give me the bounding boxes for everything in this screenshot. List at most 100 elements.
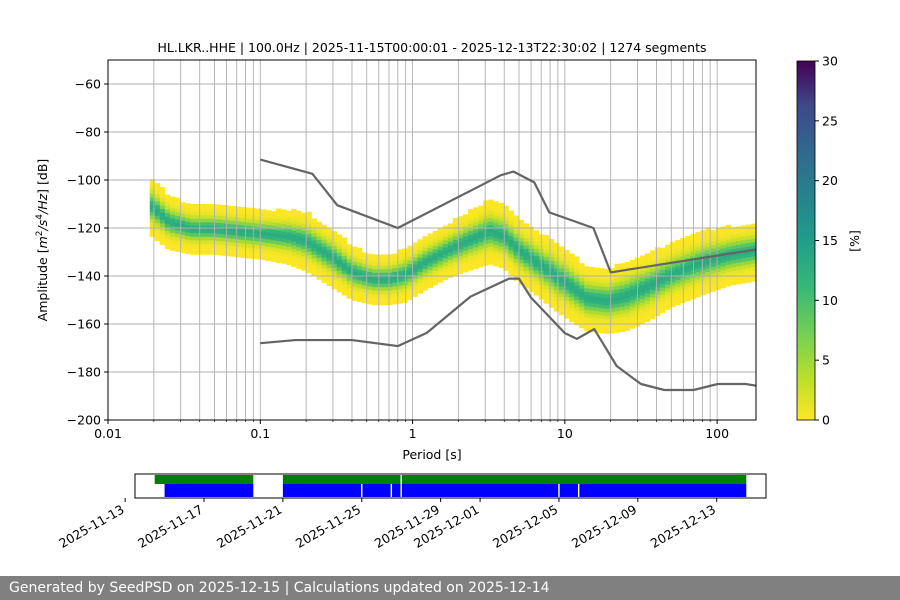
psd-cell [260,245,267,250]
psd-cell [473,254,479,259]
psd-cell [624,265,631,270]
psd-cell [533,273,540,278]
psd-cell [382,254,388,259]
psd-cell [553,286,560,291]
psd-cell [422,282,429,287]
timeline-used-band [154,475,254,484]
psd-cell [660,269,666,274]
psd-cell [296,232,302,237]
psd-cell [629,259,636,264]
psd-cell [594,289,600,294]
psd-cell [159,226,166,231]
colorbar-tick-label: 20 [822,173,838,188]
psd-cell [513,240,519,245]
psd-cell [594,271,600,276]
psd-cell [705,246,711,251]
psd-cell [159,215,166,220]
psd-cell [417,264,423,269]
psd-cell [599,275,605,280]
psd-cell [553,271,560,276]
psd-cell [604,268,610,273]
psd-cell [599,271,605,276]
psd-cell [271,247,277,252]
psd-cell [690,291,696,296]
psd-cell [149,186,156,191]
psd-cell [331,277,338,282]
psd-cell [437,249,444,254]
psd-cell [321,250,327,255]
psd-cell [589,288,595,293]
psd-cell [397,267,403,272]
psd-cell [619,320,626,325]
psd-cell [210,214,216,219]
psd-cell [649,300,656,305]
psd-cell [660,290,666,295]
psd-cell [584,287,590,292]
psd-cell [255,241,262,246]
psd-cell [331,231,338,236]
psd-cell [599,282,605,287]
psd-cell [725,228,732,233]
psd-cell [735,251,742,256]
psd-cell [503,266,509,271]
psd-cell [387,257,393,262]
psd-cell [705,235,711,240]
psd-cell [665,291,671,296]
psd-cell [639,313,646,318]
psd-cell [619,277,626,282]
psd-cell [614,307,620,312]
psd-cell [574,288,580,293]
psd-cell [326,245,333,250]
psd-cell [740,229,747,234]
psd-cell [326,242,333,247]
psd-cell [558,253,565,258]
psd-cell [508,246,514,251]
psd-cell [341,291,348,296]
psd-cell [624,308,631,313]
psd-cell [614,285,620,290]
psd-cell [346,283,353,288]
psd-cell [452,246,459,251]
psd-cell [341,287,348,292]
psd-cell [488,260,494,265]
psd-cell [574,296,580,301]
psd-cell [185,210,191,215]
psd-cell [321,228,327,233]
psd-cell [442,261,449,266]
psd-cell [462,264,469,269]
psd-cell [417,278,423,283]
psd-cell [569,278,575,283]
psd-cell [417,282,423,287]
psd-cell [558,296,565,301]
psd-cell [407,285,413,290]
psd-cell [265,239,272,244]
psd-cell [730,248,737,253]
psd-cell [235,210,242,215]
psd-cell [447,263,454,268]
psd-cell [558,278,565,283]
psd-cell [569,267,575,272]
psd-cell [195,250,201,255]
psd-cell [654,294,661,299]
psd-cell [710,266,716,271]
psd-cell [644,282,651,287]
psd-cell [543,252,550,257]
psd-cell [336,266,343,271]
psd-cell [366,300,373,305]
psd-cell [397,288,403,293]
x-tick-label: 100 [705,426,729,441]
psd-cell [558,304,565,309]
psd-cell [281,209,287,214]
psd-cell [660,276,666,281]
psd-cell [457,266,464,271]
psd-cell [609,275,615,280]
psd-cell [336,237,343,242]
y-tick-label: −200 [67,413,101,428]
psd-cell [740,243,747,248]
psd-cell [452,236,459,241]
psd-cell [452,257,459,262]
y-label-exp-2: 2 [35,230,45,236]
psd-cell [564,303,570,308]
psd-cell [619,263,626,268]
psd-cell [457,270,464,275]
